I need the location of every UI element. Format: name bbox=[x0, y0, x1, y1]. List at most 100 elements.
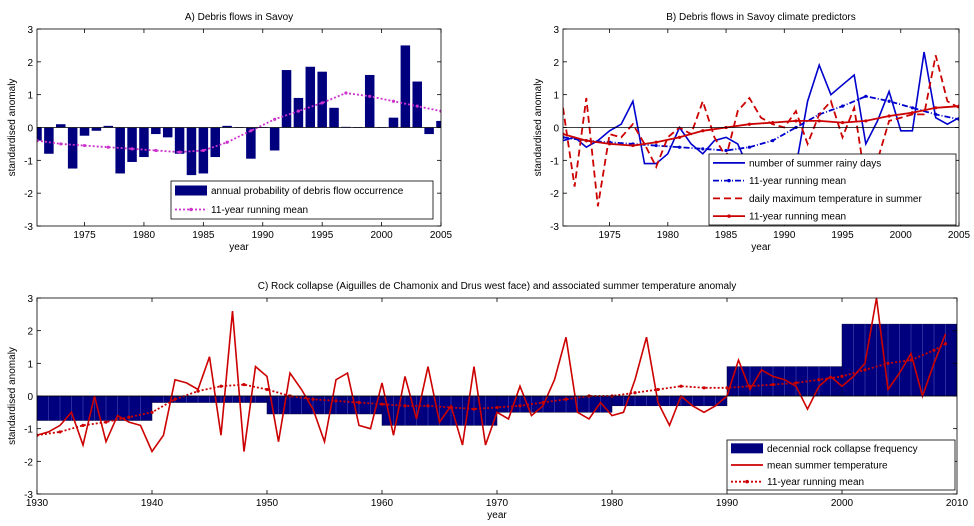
series-marker bbox=[886, 361, 890, 365]
series-line bbox=[37, 298, 947, 454]
x-tick-label: 1930 bbox=[26, 498, 49, 509]
series-line bbox=[563, 105, 959, 147]
x-tick-label: 1990 bbox=[252, 230, 275, 241]
legend-box bbox=[708, 153, 957, 226]
series-marker bbox=[817, 378, 821, 382]
y-axis-label: standardised anomaly bbox=[7, 347, 18, 445]
x-tick-label: 1960 bbox=[371, 498, 394, 509]
series-marker bbox=[771, 382, 775, 387]
series-marker bbox=[910, 111, 915, 115]
bar bbox=[305, 66, 316, 128]
series-marker bbox=[864, 119, 868, 123]
legend: number of summer rainy days 11-year runni… bbox=[708, 153, 957, 226]
series-marker bbox=[910, 106, 915, 110]
bar bbox=[388, 117, 399, 128]
x-tick-label: 1975 bbox=[73, 230, 96, 241]
bar bbox=[186, 127, 197, 176]
y-tick-label: 3 bbox=[553, 25, 559, 36]
series-marker bbox=[633, 391, 637, 395]
x-tick-label: 1950 bbox=[256, 498, 279, 509]
x-tick-label: 1980 bbox=[601, 498, 624, 509]
series-marker bbox=[196, 389, 200, 393]
legend-label: number of summer rainy days bbox=[749, 158, 881, 169]
bar bbox=[44, 127, 54, 154]
y-tick-label: -3 bbox=[24, 222, 33, 233]
series-line bbox=[563, 95, 959, 152]
bar bbox=[210, 127, 220, 158]
series-marker bbox=[177, 150, 182, 154]
series-marker bbox=[934, 112, 938, 116]
chart-title: C) Rock collapse (Aiguilles de Chamonix … bbox=[258, 281, 737, 292]
bar bbox=[115, 127, 125, 174]
series-marker bbox=[631, 143, 635, 148]
series-marker bbox=[701, 129, 705, 133]
x-tick-label: 1970 bbox=[486, 498, 509, 509]
series-marker bbox=[219, 384, 223, 388]
bar bbox=[162, 127, 173, 138]
series-marker bbox=[225, 140, 229, 144]
series-marker bbox=[81, 423, 85, 427]
plot-marks bbox=[37, 45, 441, 176]
series-marker bbox=[242, 382, 246, 387]
series-marker bbox=[344, 91, 348, 95]
x-tick-label: 1975 bbox=[598, 230, 621, 241]
series-marker bbox=[320, 101, 324, 105]
y-axis-label: standardised anomaly bbox=[7, 79, 18, 177]
y-tick-label: 3 bbox=[27, 25, 33, 36]
series-marker bbox=[154, 148, 158, 153]
series-marker bbox=[584, 139, 588, 143]
y-tick-label: 0 bbox=[553, 124, 559, 135]
series-marker bbox=[368, 94, 372, 98]
bar bbox=[139, 127, 149, 158]
series-marker bbox=[357, 400, 361, 405]
series-marker bbox=[909, 358, 913, 362]
series-marker bbox=[82, 143, 87, 148]
bar bbox=[400, 45, 411, 128]
legend-label: mean summer temperature bbox=[767, 461, 888, 472]
y-tick-label: -3 bbox=[24, 490, 33, 501]
y-tick-label: -1 bbox=[24, 156, 33, 167]
legend-label: daily maximum temperature in summer bbox=[749, 194, 922, 205]
legend-swatch bbox=[731, 443, 763, 454]
series-marker bbox=[472, 407, 476, 411]
chart-title: A) Debris flows in Savoy bbox=[185, 12, 293, 23]
bar bbox=[412, 81, 422, 128]
series-marker bbox=[106, 145, 110, 149]
series-marker bbox=[863, 368, 867, 372]
legend-box bbox=[170, 180, 434, 220]
legend-marker bbox=[727, 214, 731, 218]
series-marker bbox=[564, 397, 568, 401]
y-tick-label: 2 bbox=[27, 58, 33, 69]
series-marker bbox=[794, 119, 798, 123]
series-marker bbox=[426, 404, 430, 408]
chart-b: -3 -2 -1 0 1 2 3 1975 1980 1985 1990 1995 2000 2005 B)… bbox=[533, 12, 971, 253]
x-axis-label: year bbox=[487, 510, 507, 521]
series-marker bbox=[679, 384, 683, 388]
x-tick-label: 1980 bbox=[133, 230, 156, 241]
series-marker bbox=[249, 129, 253, 133]
series-marker bbox=[747, 122, 751, 126]
series-marker bbox=[58, 430, 62, 434]
series-line bbox=[37, 92, 441, 154]
bar bbox=[151, 127, 161, 135]
series-marker bbox=[403, 404, 407, 408]
bar bbox=[56, 124, 66, 128]
x-tick-label: 2005 bbox=[948, 230, 971, 241]
series-marker bbox=[495, 405, 499, 410]
x-axis-label: year bbox=[751, 242, 771, 253]
x-tick-label: 2000 bbox=[831, 498, 854, 509]
y-tick-label: -2 bbox=[24, 189, 33, 200]
legend-marker bbox=[189, 207, 193, 212]
series-marker bbox=[702, 386, 706, 390]
series-marker bbox=[380, 402, 384, 406]
x-tick-label: 1990 bbox=[716, 498, 739, 509]
bar bbox=[174, 127, 185, 154]
series-marker bbox=[273, 117, 277, 121]
x-tick-label: 1985 bbox=[192, 230, 215, 241]
bar bbox=[281, 70, 292, 128]
bar bbox=[222, 125, 232, 128]
bar bbox=[269, 127, 280, 151]
x-tick-label: 1990 bbox=[773, 230, 796, 241]
series-marker bbox=[127, 415, 131, 419]
legend-swatch bbox=[175, 185, 207, 196]
